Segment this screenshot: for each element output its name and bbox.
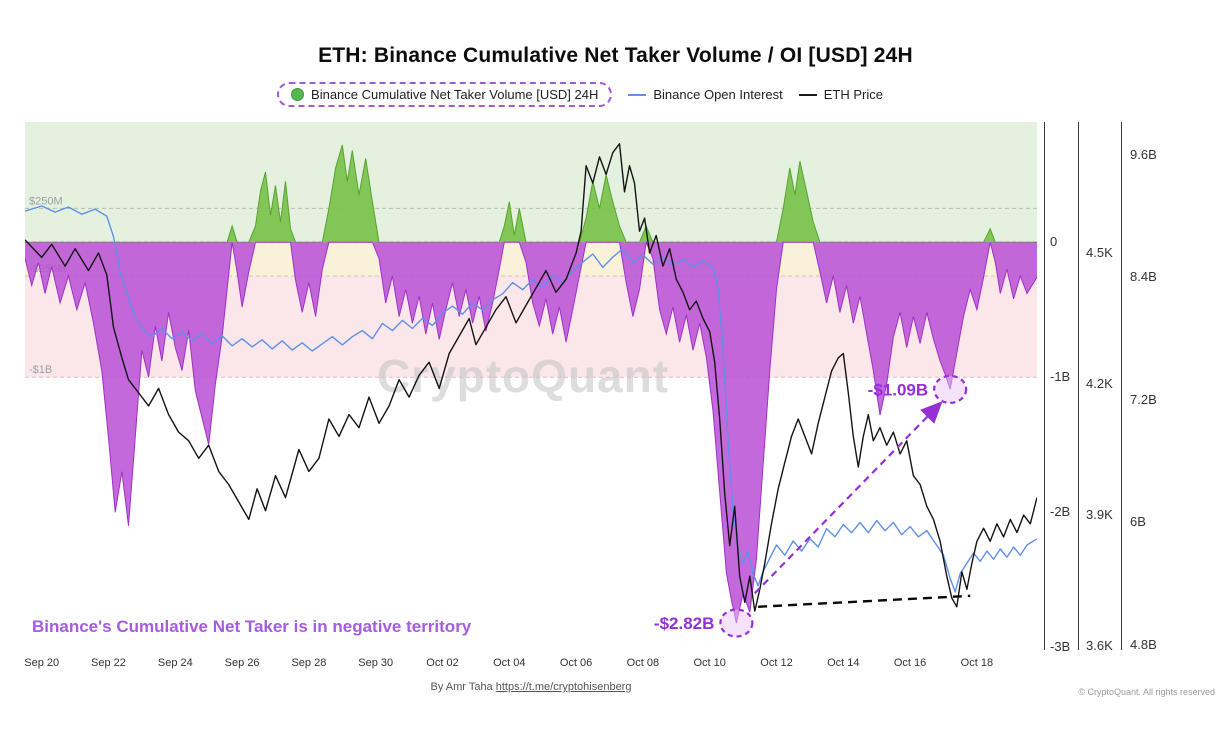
axis-separator-2 <box>1078 122 1079 650</box>
support-trendline <box>758 594 971 608</box>
net-taker-series-icon <box>291 88 305 101</box>
annotation-value-label: -$1.09B <box>868 380 928 399</box>
x-axis-tick: Oct 14 <box>827 657 860 669</box>
eth-price-series-icon <box>798 93 817 96</box>
x-axis-tick: Oct 16 <box>893 657 927 669</box>
legend-label-net-taker: Binance Cumulative Net Taker Volume [USD… <box>311 87 599 102</box>
legend-label-eth-price: ETH Price <box>823 87 883 102</box>
annotation-value-label: -$2.82B <box>654 614 714 633</box>
annotation-message: Binance's Cumulative Net Taker is in neg… <box>32 617 472 636</box>
x-axis-tick: Oct 06 <box>559 657 593 669</box>
net-taker-area-positive <box>25 145 1037 243</box>
y-axis-oi-tick: 4.8B <box>1130 636 1157 652</box>
y-axis-oi-tick: 7.2B <box>1130 391 1157 407</box>
inplot-axis-label: $250M <box>29 195 63 207</box>
byline-link[interactable]: https://t.me/cryptohisenberg <box>495 681 632 693</box>
x-axis-tick: Oct 04 <box>493 657 526 669</box>
y-axis-oi-tick: 9.6B <box>1130 146 1157 162</box>
x-axis-tick: Sep 26 <box>224 657 260 669</box>
y-axis-volume-tick: -3B <box>1050 639 1071 655</box>
eth-price-line <box>25 143 1037 612</box>
x-axis-tick: Oct 08 <box>626 657 660 669</box>
y-axis-price-tick: 3.9K <box>1086 507 1113 523</box>
legend: Binance Cumulative Net Taker Volume [USD… <box>0 82 1160 107</box>
open-interest-line <box>25 205 1037 593</box>
open-interest-series-icon <box>628 93 647 96</box>
y-axis-volume-tick: -1B <box>1050 369 1071 385</box>
watermark: CryptoQuant <box>377 350 669 402</box>
byline-prefix: By Amr Taha <box>430 681 496 693</box>
y-axis-oi-tick: 8.4B <box>1130 269 1157 285</box>
inplot-axis-label: -$1B <box>29 364 52 376</box>
x-axis-tick: Oct 18 <box>960 657 994 669</box>
annotation-circle <box>719 608 754 638</box>
axis-separator-3 <box>1121 122 1122 650</box>
annotation-circle <box>933 374 968 404</box>
x-axis-tick: Oct 10 <box>693 657 726 669</box>
y-axis-price-tick: 4.5K <box>1086 245 1113 261</box>
legend-item-eth-price[interactable]: ETH Price <box>798 87 883 102</box>
y-axis-price-tick: 3.6K <box>1086 638 1113 654</box>
axis-separator-1 <box>1044 122 1045 650</box>
y-axis-price-tick: 4.2K <box>1086 376 1113 392</box>
page-title: ETH: Binance Cumulative Net Taker Volume… <box>318 44 913 67</box>
x-axis-tick: Oct 02 <box>426 657 459 669</box>
legend-item-open-interest[interactable]: Binance Open Interest <box>628 87 783 102</box>
band-positive <box>25 122 1037 243</box>
x-axis-tick: Sep 30 <box>358 657 394 669</box>
byline: By Amr Taha https://t.me/cryptohisenberg <box>25 681 1037 693</box>
x-axis-tick: Sep 28 <box>291 657 327 669</box>
x-axis-tick: Sep 22 <box>91 657 126 669</box>
x-axis-tick: Sep 24 <box>157 657 193 669</box>
y-axis-volume-tick: -2B <box>1050 504 1071 520</box>
x-axis-tick: Oct 12 <box>760 657 793 669</box>
x-axis-tick: Sep 20 <box>24 657 60 669</box>
net-taker-area-negative <box>25 242 1037 623</box>
legend-item-net-taker[interactable]: Binance Cumulative Net Taker Volume [USD… <box>277 82 613 107</box>
y-axis-oi-tick: 6B <box>1130 514 1146 530</box>
copyright-notice: © CryptoQuant. All rights reserved <box>1078 687 1215 697</box>
legend-label-open-interest: Binance Open Interest <box>653 87 783 102</box>
y-axis-volume-tick: 0 <box>1050 234 1058 250</box>
trend-arrow <box>753 401 943 595</box>
